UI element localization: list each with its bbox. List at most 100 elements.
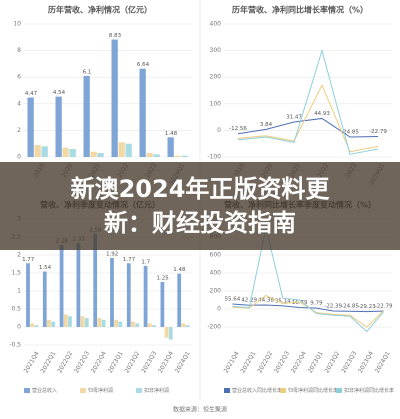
x-tick-label: 2023Q1 <box>107 350 125 374</box>
line <box>237 117 379 138</box>
x-tick-label: 2022Q3 <box>273 350 291 374</box>
bar <box>147 323 152 327</box>
y-tick-label: 0 <box>17 324 21 331</box>
value-label: 44.38 <box>258 298 274 304</box>
value-label: 1.48 <box>165 131 178 137</box>
bar <box>93 233 98 327</box>
chart-title: 历年营收、净利情况（亿元） <box>48 5 152 15</box>
y-tick-label: 200 <box>210 288 222 295</box>
value-label: 6.64 <box>137 62 150 68</box>
legend-swatch <box>280 388 286 393</box>
y-tick-label: -100 <box>207 154 221 161</box>
bar <box>84 318 89 327</box>
bar <box>68 316 72 327</box>
x-tick-label: 2022Q4 <box>290 350 308 374</box>
x-tick-label: 2023Q3 <box>340 350 358 374</box>
bar <box>30 323 35 327</box>
chart-title: 历年营收、净利同比增长率情况（%） <box>232 5 368 15</box>
bar <box>76 243 81 327</box>
legend-swatch <box>336 388 342 393</box>
x-tick-label: 2023Q4 <box>357 350 375 374</box>
x-tick-label: 2023Q4 <box>157 350 175 374</box>
bar <box>63 314 68 327</box>
legend-swatch <box>80 388 86 393</box>
bar <box>177 273 182 327</box>
x-tick-label: 2024Q1 <box>174 350 192 374</box>
value-label: 1.77 <box>123 257 136 263</box>
y-tick-label: 0 <box>217 306 221 313</box>
y-tick-label: 600 <box>210 252 222 259</box>
x-tick-label: 2022Q3 <box>73 350 91 374</box>
bar <box>41 146 48 157</box>
bar <box>47 319 51 327</box>
bar <box>185 325 190 327</box>
x-tick-label: 2022Q2 <box>56 350 74 374</box>
bar <box>174 155 181 157</box>
y-tick-label: 0.5 <box>11 306 21 313</box>
y-tick-label: -200 <box>207 324 221 331</box>
legend-label: 扣非净利润 <box>144 387 169 394</box>
x-tick-label: 2023Q1 <box>307 350 325 374</box>
bar <box>59 244 64 327</box>
bar <box>118 321 123 327</box>
bar <box>114 319 119 327</box>
y-tick-label: 2 <box>17 252 21 259</box>
bar <box>42 271 47 327</box>
bar <box>90 151 97 157</box>
value-label: -22.39 <box>324 304 342 310</box>
banner-text: 新澳2024年正版资料更 <box>71 175 331 203</box>
bar <box>168 327 173 340</box>
x-tick-label: 2024Q1 <box>374 350 392 374</box>
value-label: 44.93 <box>314 111 330 117</box>
bar <box>160 282 165 327</box>
value-label: 6.1 <box>83 69 92 75</box>
bar <box>118 142 125 157</box>
bar <box>146 153 153 157</box>
x-tick-label: 2021Q4 <box>23 350 41 374</box>
legend-label: 归母净利润 <box>88 387 113 394</box>
value-label: 4.47 <box>25 91 38 97</box>
legend-swatch <box>24 388 30 393</box>
y-tick-label: -0.5 <box>9 342 21 349</box>
bar <box>34 325 39 327</box>
x-tick-label: 2023Q2 <box>123 350 141 374</box>
y-tick-label: 2 <box>17 127 21 134</box>
bar <box>26 263 30 327</box>
value-label: 31.47 <box>286 115 302 121</box>
line <box>237 83 379 153</box>
x-tick-label: 2022Q1 <box>239 350 257 374</box>
value-label: 1.7 <box>141 259 150 265</box>
bar <box>97 153 104 157</box>
value-label: -24.85 <box>341 130 359 136</box>
value-label: 16.79 <box>292 300 308 306</box>
bar <box>152 325 156 327</box>
value-label: 42.29 <box>241 298 257 304</box>
y-tick-label: 0 <box>217 127 221 134</box>
bar <box>125 143 132 157</box>
y-tick-label: 1.5 <box>11 270 21 277</box>
y-tick-label: 0 <box>17 154 21 161</box>
y-tick-label: 100 <box>210 100 222 107</box>
bar <box>131 321 135 327</box>
bar <box>181 155 188 157</box>
bar <box>83 75 90 157</box>
value-label: 4.54 <box>53 90 66 96</box>
value-label: 8.83 <box>109 33 122 39</box>
legend-label: 营业总收入同比增长率 <box>232 387 282 394</box>
legend-swatch <box>224 388 230 393</box>
x-tick-label: 2023Q2 <box>323 350 341 374</box>
value-label: 1.25 <box>156 276 169 282</box>
chart: 历年营收、净利同比增长率情况（%）-1000100200300400201920… <box>207 5 392 186</box>
bar <box>126 263 131 327</box>
banner-band <box>0 162 400 250</box>
y-tick-label: 8 <box>17 47 21 54</box>
x-tick-label: 2023Q3 <box>140 350 158 374</box>
bar <box>139 68 146 157</box>
value-label: 1.54 <box>39 265 52 271</box>
line <box>232 303 384 313</box>
bar <box>34 145 41 157</box>
bar <box>51 321 56 327</box>
source: 数据来源：恒生聚源 <box>173 406 227 414</box>
bar <box>27 97 34 157</box>
line <box>232 227 384 333</box>
